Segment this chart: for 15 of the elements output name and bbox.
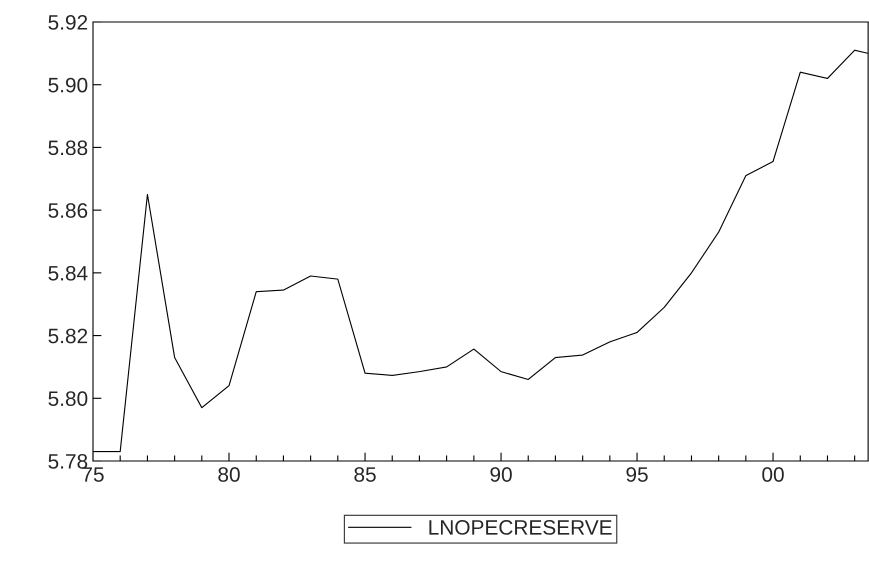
y-tick-label: 5.90 xyxy=(48,78,88,92)
x-tick-label: 80 xyxy=(218,467,240,482)
x-tick-label: 95 xyxy=(626,467,648,482)
y-tick-label: 5.78 xyxy=(48,454,88,469)
x-tick-label: 90 xyxy=(490,467,512,482)
y-tick-label: 5.92 xyxy=(48,15,88,30)
x-tick-label: 00 xyxy=(762,467,784,482)
y-tick-label: 5.80 xyxy=(48,391,88,406)
y-tick-label: 5.84 xyxy=(48,266,88,281)
x-tick-label: 85 xyxy=(354,467,376,482)
y-tick-label: 5.86 xyxy=(48,203,88,218)
legend-label: LNOPECRESERVE xyxy=(429,520,612,535)
y-tick-label: 5.82 xyxy=(48,328,88,344)
y-tick-label: 5.88 xyxy=(48,140,88,156)
x-tick-label: 75 xyxy=(82,467,104,482)
